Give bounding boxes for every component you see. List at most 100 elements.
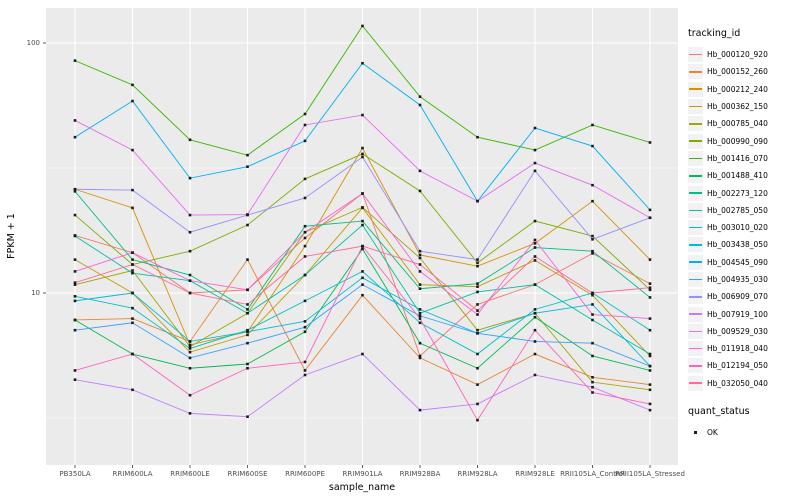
- data-point: [73, 299, 77, 303]
- data-point: [73, 119, 77, 122]
- legend-line-icon: [689, 347, 702, 350]
- legend-title: tracking_id: [688, 28, 741, 39]
- data-point: [73, 318, 77, 322]
- data-point: [188, 138, 192, 142]
- data-point: [303, 360, 307, 364]
- legend-label: Hb_003010_020: [707, 223, 768, 233]
- data-point: [533, 148, 537, 152]
- data-point: [591, 318, 594, 322]
- data-point: [533, 373, 537, 377]
- data-point: [246, 311, 249, 315]
- data-point: [246, 328, 249, 332]
- data-point: [476, 402, 479, 406]
- legend-line-icon: [689, 209, 702, 212]
- legend-item: Hb_006909_070: [688, 288, 798, 305]
- data-point: [131, 306, 134, 310]
- legend-item: Hb_003438_050: [688, 236, 798, 253]
- legend-item: Hb_004545_090: [688, 254, 798, 271]
- data-point: [188, 249, 192, 253]
- legend-label: Hb_004935_030: [707, 275, 768, 284]
- data-point: [246, 308, 249, 311]
- data-point: [131, 148, 134, 152]
- data-point: [648, 383, 652, 386]
- data-point: [476, 261, 479, 265]
- data-point: [73, 369, 77, 372]
- legend-line-icon: [689, 382, 702, 385]
- data-point: [648, 208, 652, 212]
- data-point: [648, 328, 652, 332]
- legend-key-swatch: [688, 168, 703, 184]
- data-point: [476, 331, 479, 335]
- data-point: [591, 249, 594, 253]
- data-point: [418, 308, 422, 311]
- data-point: [188, 356, 192, 360]
- data-point: [476, 258, 479, 261]
- legend-label: Hb_000990_090: [707, 136, 768, 146]
- data-point: [361, 247, 364, 251]
- x-tick-label: RRIM928LE: [515, 470, 555, 478]
- black-square-point-icon: [693, 430, 698, 435]
- data-point: [246, 333, 249, 337]
- data-point: [131, 99, 134, 103]
- data-point: [73, 258, 77, 261]
- legend-line-icon: [689, 365, 702, 367]
- data-point: [303, 325, 307, 329]
- legend-item: Hb_007919_100: [688, 305, 798, 322]
- legend-item: Hb_003010_020: [688, 219, 798, 236]
- data-point: [418, 314, 422, 318]
- data-point: [246, 288, 249, 292]
- data-point: [303, 373, 307, 377]
- x-tick-label: RRII105LA_Stressed: [615, 470, 685, 478]
- legend-item: Hb_009529_030: [688, 323, 798, 340]
- data-point: [533, 315, 537, 319]
- legend-key-swatch: [688, 81, 703, 97]
- legend-item: Hb_001416_070: [688, 150, 798, 167]
- data-point: [533, 328, 537, 332]
- data-point: [418, 408, 422, 412]
- data-point: [246, 303, 249, 306]
- data-point: [533, 246, 537, 249]
- data-point: [73, 59, 77, 62]
- data-point: [361, 206, 364, 209]
- legend-line-icon: [689, 261, 702, 263]
- data-point: [648, 317, 652, 320]
- data-point: [361, 61, 364, 65]
- data-point: [303, 177, 307, 181]
- data-point: [418, 317, 422, 320]
- data-point: [648, 286, 652, 290]
- legend-line-icon: [689, 123, 702, 125]
- data-point: [648, 364, 652, 368]
- data-point: [476, 328, 479, 332]
- legend-key-swatch: [688, 185, 703, 201]
- x-tick-label: RRIM600PE: [285, 470, 325, 478]
- data-point: [591, 303, 594, 306]
- data-point: [73, 213, 77, 217]
- data-point: [361, 155, 364, 159]
- legend-item: Hb_002273_120: [688, 184, 798, 201]
- legend-label: Hb_032050_040: [707, 378, 768, 388]
- data-point: [131, 83, 134, 87]
- data-point: [476, 418, 479, 422]
- data-point: [361, 352, 364, 356]
- legend-item: Hb_032050_040: [688, 375, 798, 392]
- data-point: [303, 273, 307, 277]
- data-point: [131, 321, 134, 325]
- data-point: [418, 270, 422, 273]
- data-point: [591, 237, 594, 241]
- legend-label: Hb_007919_100: [707, 309, 768, 319]
- legend-line-icon: [689, 174, 702, 177]
- data-point: [533, 255, 537, 258]
- legend-line-icon: [689, 192, 702, 194]
- data-point: [188, 340, 192, 343]
- legend-label: Hb_000362_150: [707, 102, 768, 112]
- legend-line-icon: [689, 53, 702, 56]
- legend-item: Hb_000212_240: [688, 81, 798, 98]
- data-point: [476, 264, 479, 268]
- legend-line-icon: [689, 88, 702, 91]
- data-point: [303, 330, 307, 334]
- legend-items: Hb_000120_920 Hb_000152_260 Hb_000212_240 H…: [688, 46, 798, 392]
- legend-label: Hb_002273_120: [707, 188, 768, 198]
- data-point: [648, 354, 652, 358]
- legend-label: Hb_012194_050: [707, 361, 768, 371]
